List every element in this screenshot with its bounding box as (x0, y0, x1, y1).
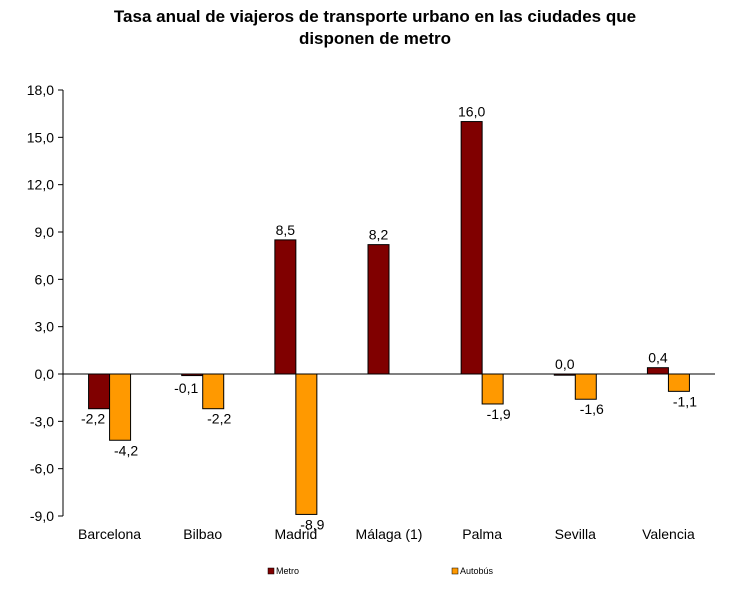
bar-autobs-2 (295, 373, 318, 515)
data-label: 8,5 (276, 222, 296, 238)
x-category-label: Valencia (642, 526, 695, 542)
x-category-label: Barcelona (78, 526, 141, 542)
bar-metro-0 (88, 373, 111, 410)
x-category-label: Sevilla (555, 526, 596, 542)
bar-autobs-4 (481, 373, 504, 405)
y-tick-label: -6,0 (30, 461, 54, 477)
data-label: 8,2 (369, 227, 389, 243)
bar-autobs-5 (574, 373, 597, 400)
bar-metro-4 (460, 121, 483, 375)
data-label: -1,6 (580, 401, 604, 417)
bar-metro-3 (367, 244, 390, 375)
data-label: -4,2 (114, 442, 138, 458)
y-tick-label: -3,0 (30, 413, 54, 429)
bar-metro-6 (646, 367, 669, 375)
legend-label: Autobús (460, 566, 494, 576)
chart-title: Tasa anual de viajeros de transporte urb… (0, 6, 750, 50)
y-tick-label: -9,0 (30, 508, 54, 524)
bar-autobs-0 (109, 373, 132, 441)
data-label: -1,1 (673, 393, 697, 409)
y-tick-label: 3,0 (35, 319, 55, 335)
data-label: -2,2 (81, 411, 105, 427)
data-label: 0,4 (648, 350, 668, 366)
y-tick-label: 0,0 (35, 366, 55, 382)
bar-autobs-6 (667, 373, 690, 392)
data-label: 16,0 (458, 104, 485, 120)
x-category-label: Madrid (274, 526, 317, 542)
y-tick-label: 9,0 (35, 224, 55, 240)
legend-swatch-autobs (451, 567, 459, 575)
y-tick-label: 15,0 (27, 129, 54, 145)
x-category-label: Bilbao (183, 526, 222, 542)
data-label: -8,9 (300, 516, 324, 532)
y-tick-label: 12,0 (27, 177, 54, 193)
y-tick-label: 18,0 (27, 82, 54, 98)
data-label: -0,1 (174, 380, 198, 396)
chart-title-line2: disponen de metro (298, 29, 452, 48)
data-label: -1,9 (487, 406, 511, 422)
data-label: 0,0 (555, 356, 575, 372)
y-tick-label: 6,0 (35, 271, 55, 287)
legend-label: Metro (276, 566, 299, 576)
x-category-label: Málaga (1) (356, 526, 423, 542)
data-label: -2,2 (207, 411, 231, 427)
chart-title-line1: Tasa anual de viajeros de transporte urb… (113, 7, 637, 26)
bar-autobs-1 (202, 373, 225, 410)
bar-metro-2 (274, 239, 297, 375)
legend-swatch-metro (267, 567, 275, 575)
x-category-label: Palma (462, 526, 502, 542)
